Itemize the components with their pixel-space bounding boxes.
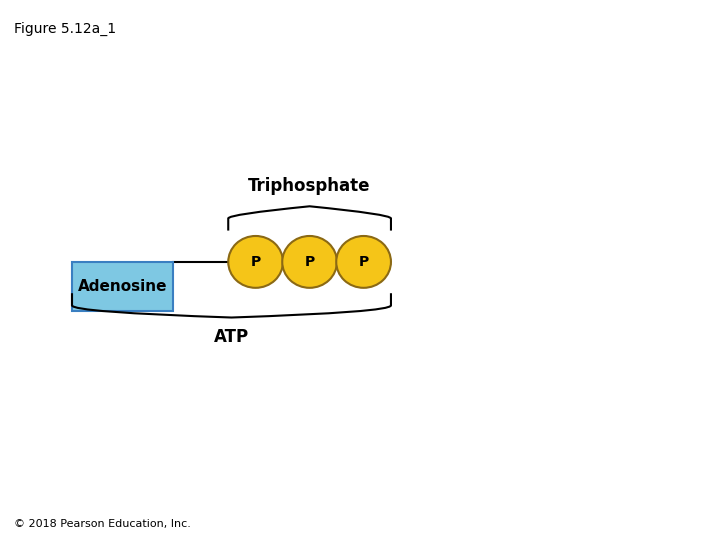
Text: © 2018 Pearson Education, Inc.: © 2018 Pearson Education, Inc. bbox=[14, 519, 192, 529]
Text: ATP: ATP bbox=[214, 328, 249, 346]
Text: P: P bbox=[251, 255, 261, 269]
Text: Figure 5.12a_1: Figure 5.12a_1 bbox=[14, 22, 117, 36]
Text: P: P bbox=[359, 255, 369, 269]
Text: P: P bbox=[305, 255, 315, 269]
Ellipse shape bbox=[228, 236, 283, 288]
Ellipse shape bbox=[336, 236, 391, 288]
Text: Triphosphate: Triphosphate bbox=[248, 178, 371, 195]
Ellipse shape bbox=[282, 236, 337, 288]
Text: Adenosine: Adenosine bbox=[78, 279, 167, 294]
FancyBboxPatch shape bbox=[72, 262, 173, 310]
